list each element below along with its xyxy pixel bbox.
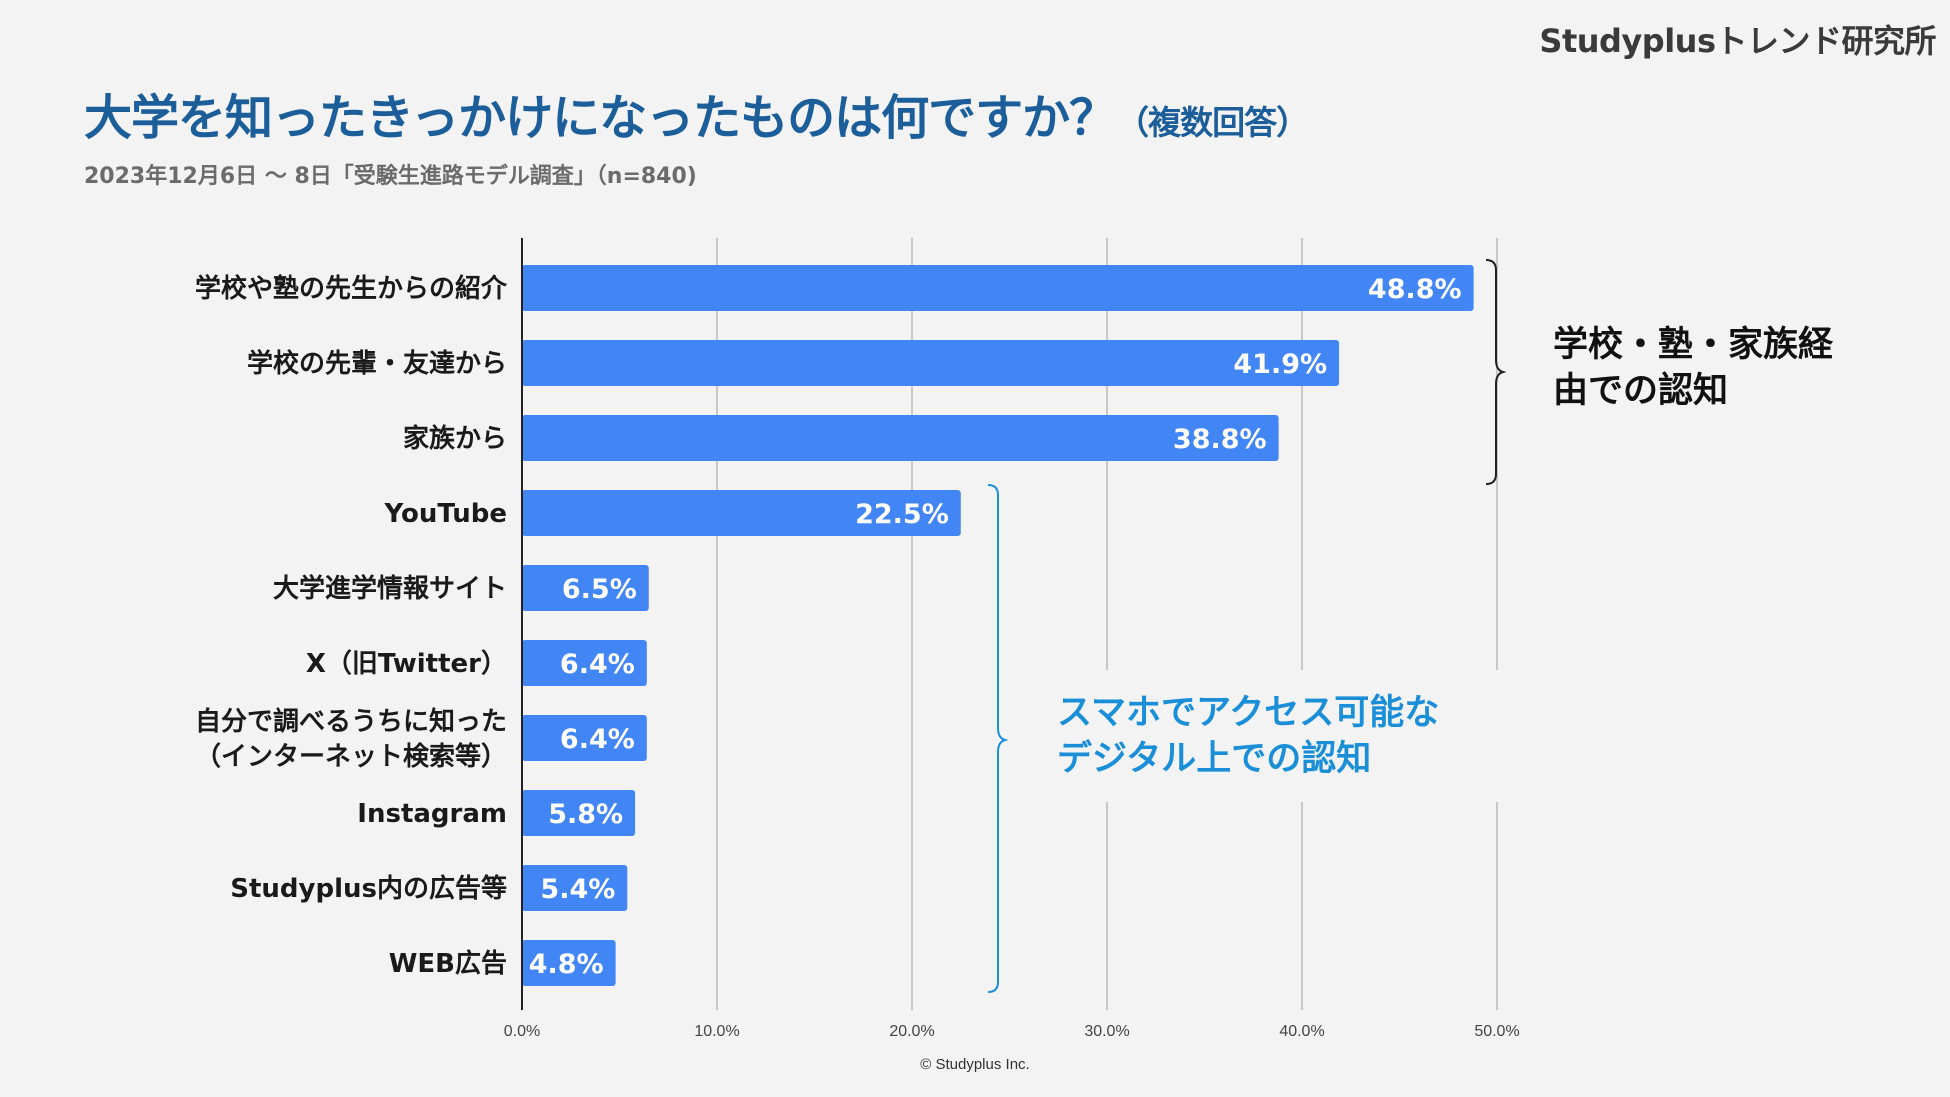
title-paren: （複数回答） — [1116, 103, 1309, 142]
bar — [522, 640, 647, 686]
annotation-digital: スマホでアクセス可能な デジタル上での認知 — [1057, 690, 1477, 782]
bar — [522, 565, 649, 611]
annotation-digital-line2: デジタル上での認知 — [1057, 739, 1372, 779]
x-tick-label: 50.0% — [1474, 1023, 1519, 1040]
page-title: 大学を知ったきっかけになったものは何ですか？（複数回答） — [84, 78, 1309, 148]
bar — [522, 865, 628, 911]
title-main: 大学を知ったきっかけになったものは何ですか？ — [84, 90, 1117, 146]
category-label: Studyplus内の広告等 — [230, 873, 507, 904]
annotation-school-family-line1: 学校・塾・家族経 — [1553, 325, 1834, 365]
category-label: WEB広告 — [389, 948, 507, 979]
survey-subtitle: 2023年12月6日 ～ 8日「受験生進路モデル調査」（n=840) — [84, 164, 697, 189]
category-label: 自分で調べるうちに知った — [195, 706, 507, 737]
value-label: 41.9% — [1233, 349, 1327, 380]
x-tick-label: 30.0% — [1084, 1023, 1129, 1040]
value-label: 22.5% — [855, 499, 949, 530]
value-label: 5.8% — [548, 799, 623, 830]
copyright: © Studyplus Inc. — [920, 1056, 1030, 1073]
category-label: （インターネット検索等） — [195, 741, 507, 772]
annotation-backdrop — [1030, 670, 1500, 802]
value-label: 5.4% — [540, 874, 615, 905]
category-label: 家族から — [403, 423, 507, 454]
value-label: 48.8% — [1368, 274, 1462, 305]
category-label: X（旧Twitter） — [306, 649, 507, 679]
bar — [522, 415, 1279, 461]
x-tick-label: 20.0% — [889, 1023, 934, 1040]
category-label: Instagram — [357, 799, 507, 829]
group-brace-digital — [987, 484, 1009, 993]
category-label: 学校や塾の先生からの紹介 — [195, 273, 508, 304]
bar — [522, 940, 616, 986]
category-label: YouTube — [384, 499, 507, 529]
x-tick-label: 0.0% — [504, 1023, 540, 1040]
bar — [522, 340, 1340, 386]
x-tick-label: 40.0% — [1279, 1023, 1324, 1040]
annotation-school-family: 学校・塾・家族経 由での認知 — [1553, 322, 1853, 414]
value-label: 6.4% — [560, 724, 635, 755]
bar — [522, 790, 636, 836]
category-label: 学校の先輩・友達から — [247, 348, 507, 379]
value-label: 6.5% — [562, 574, 637, 605]
category-label: 大学進学情報サイト — [273, 573, 507, 604]
x-tick-label: 10.0% — [694, 1023, 739, 1040]
value-label: 38.8% — [1173, 424, 1267, 455]
annotation-digital-line1: スマホでアクセス可能な — [1057, 693, 1440, 733]
brand-logo: Studyplusトレンド研究所 — [1539, 22, 1936, 60]
value-label: 4.8% — [529, 949, 604, 980]
annotation-school-family-line2: 由での認知 — [1553, 371, 1729, 411]
value-label: 6.4% — [560, 649, 635, 680]
bar — [522, 715, 647, 761]
bar — [522, 265, 1474, 311]
group-brace-family — [1485, 259, 1507, 485]
bar — [522, 490, 961, 536]
